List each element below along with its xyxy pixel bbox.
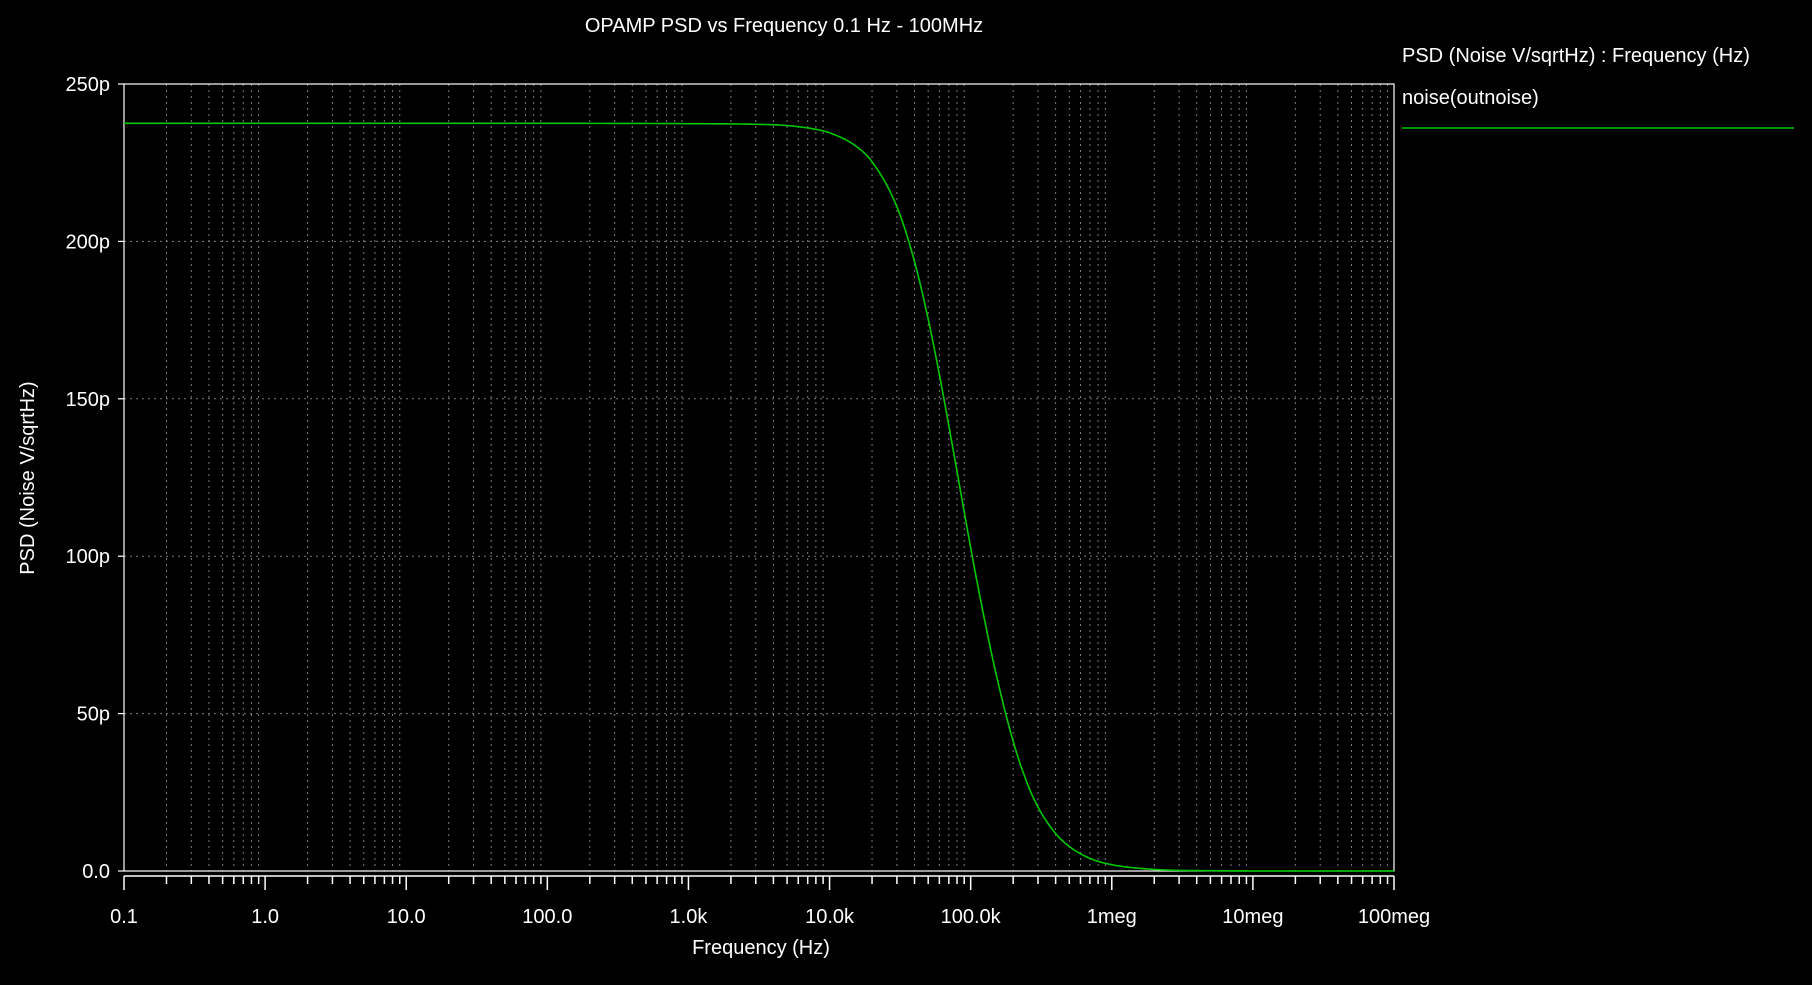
legend: PSD (Noise V/sqrtHz) : Frequency (Hz) no… — [1402, 45, 1794, 129]
y-axis-label: PSD (Noise V/sqrtHz) — [17, 381, 39, 574]
y-tick-label: 0.0 — [82, 861, 110, 883]
chart-title: OPAMP PSD vs Frequency 0.1 Hz - 100MHz — [585, 15, 983, 37]
grid-lines — [124, 84, 1394, 871]
y-tick-label: 200p — [66, 231, 111, 253]
y-tick-label: 50p — [77, 704, 110, 726]
x-tick-label: 100meg — [1358, 906, 1430, 928]
x-tick-label: 1.0 — [251, 906, 279, 928]
plot-frame — [123, 83, 1395, 872]
x-tick-label: 1.0k — [670, 906, 709, 928]
series-line-noise-outnoise — [124, 122, 1394, 872]
tick-labels: 0.0 50p 100p 150p 200p 250p 0.1 1.0 10.0 100.0 1.0… — [66, 74, 1431, 928]
x-tick-label: 10meg — [1222, 906, 1283, 928]
x-tick-label: 0.1 — [110, 906, 138, 928]
x-axis-label: Frequency (Hz) — [692, 937, 830, 959]
x-tick-label: 100.0k — [941, 906, 1002, 928]
y-tick-label: 250p — [66, 74, 111, 96]
x-tick-label: 10.0k — [805, 906, 855, 928]
x-tick-label: 100.0 — [522, 906, 572, 928]
legend-entry-label: noise(outnoise) — [1402, 87, 1539, 109]
x-minor-ticks — [123, 876, 1395, 890]
legend-title: PSD (Noise V/sqrtHz) : Frequency (Hz) — [1402, 45, 1750, 67]
x-tick-label: 1meg — [1087, 906, 1137, 928]
series-layer — [124, 122, 1394, 872]
y-tick-label: 150p — [66, 389, 111, 411]
x-tick-label: 10.0 — [387, 906, 426, 928]
y-tick-label: 100p — [66, 546, 111, 568]
